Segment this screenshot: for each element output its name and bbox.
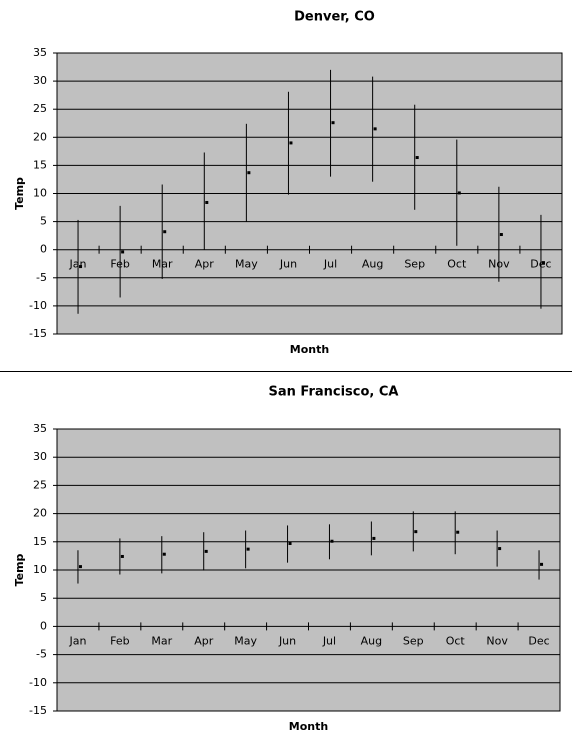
y-tick-label: 20 <box>33 130 47 143</box>
x-tick-label: Jul <box>322 634 336 647</box>
x-tick-label: Nov <box>486 634 508 647</box>
x-tick-label: May <box>235 258 258 271</box>
x-tick-label: May <box>234 634 257 647</box>
close-mark <box>415 156 419 160</box>
x-tick-label: Aug <box>362 258 383 271</box>
close-mark <box>78 565 82 569</box>
close-mark <box>288 541 292 545</box>
close-mark <box>289 141 293 145</box>
y-tick-label: -15 <box>29 327 47 340</box>
close-mark <box>120 554 124 558</box>
x-tick-label: Jun <box>278 634 296 647</box>
close-mark <box>79 265 83 269</box>
x-tick-label: Oct <box>447 258 467 271</box>
x-tick-label: Sep <box>404 258 425 271</box>
x-tick-label: Mar <box>151 634 172 647</box>
x-tick-label: Feb <box>110 634 129 647</box>
y-tick-label: 30 <box>33 450 47 463</box>
close-mark <box>247 171 251 175</box>
y-tick-label: 30 <box>33 74 47 87</box>
y-tick-label: 0 <box>40 243 47 256</box>
y-tick-label: 15 <box>33 158 47 171</box>
close-mark <box>498 547 502 551</box>
y-tick-label: -15 <box>29 704 47 717</box>
y-tick-label: -5 <box>36 648 47 661</box>
y-axis-label: Temp <box>13 553 26 586</box>
y-tick-label: 25 <box>33 102 47 115</box>
close-mark <box>373 127 377 131</box>
x-tick-label: Sep <box>403 634 424 647</box>
y-tick-label: -10 <box>29 676 47 689</box>
y-tick-label: 5 <box>40 591 47 604</box>
close-mark <box>372 536 376 540</box>
x-tick-label: Oct <box>446 634 466 647</box>
x-tick-label: Apr <box>195 258 215 271</box>
close-mark <box>540 562 544 566</box>
close-mark <box>246 547 250 551</box>
close-mark <box>499 233 503 237</box>
close-mark <box>205 200 209 204</box>
y-tick-label: 0 <box>40 619 47 632</box>
y-tick-label: 20 <box>33 507 47 520</box>
chart-title: San Francisco, CA <box>268 385 398 400</box>
x-tick-label: Jun <box>279 258 297 271</box>
y-tick-label: 35 <box>33 422 47 435</box>
close-mark <box>163 230 167 234</box>
close-mark <box>541 261 545 265</box>
y-tick-label: 15 <box>33 535 47 548</box>
close-mark <box>121 250 125 254</box>
y-tick-label: -10 <box>29 299 47 312</box>
x-axis-label: Month <box>290 343 329 356</box>
x-axis-label: Month <box>289 720 328 733</box>
x-tick-label: Aug <box>361 634 382 647</box>
y-tick-label: 10 <box>33 187 47 200</box>
y-tick-label: -5 <box>36 271 47 284</box>
close-mark <box>414 530 418 534</box>
close-mark <box>330 539 334 543</box>
x-tick-label: Apr <box>194 634 214 647</box>
x-tick-label: Jul <box>323 258 337 271</box>
close-mark <box>204 549 208 553</box>
y-tick-label: 35 <box>33 46 47 59</box>
close-mark <box>162 552 166 556</box>
x-tick-label: Jan <box>68 634 86 647</box>
y-tick-label: 25 <box>33 478 47 491</box>
y-tick-label: 5 <box>40 215 47 228</box>
close-mark <box>456 530 460 534</box>
chart-title: Denver, CO <box>294 10 375 25</box>
y-axis-label: Temp <box>13 177 26 210</box>
close-mark <box>457 191 461 195</box>
y-tick-label: 10 <box>33 563 47 576</box>
x-tick-label: Dec <box>528 634 549 647</box>
close-mark <box>331 121 335 125</box>
